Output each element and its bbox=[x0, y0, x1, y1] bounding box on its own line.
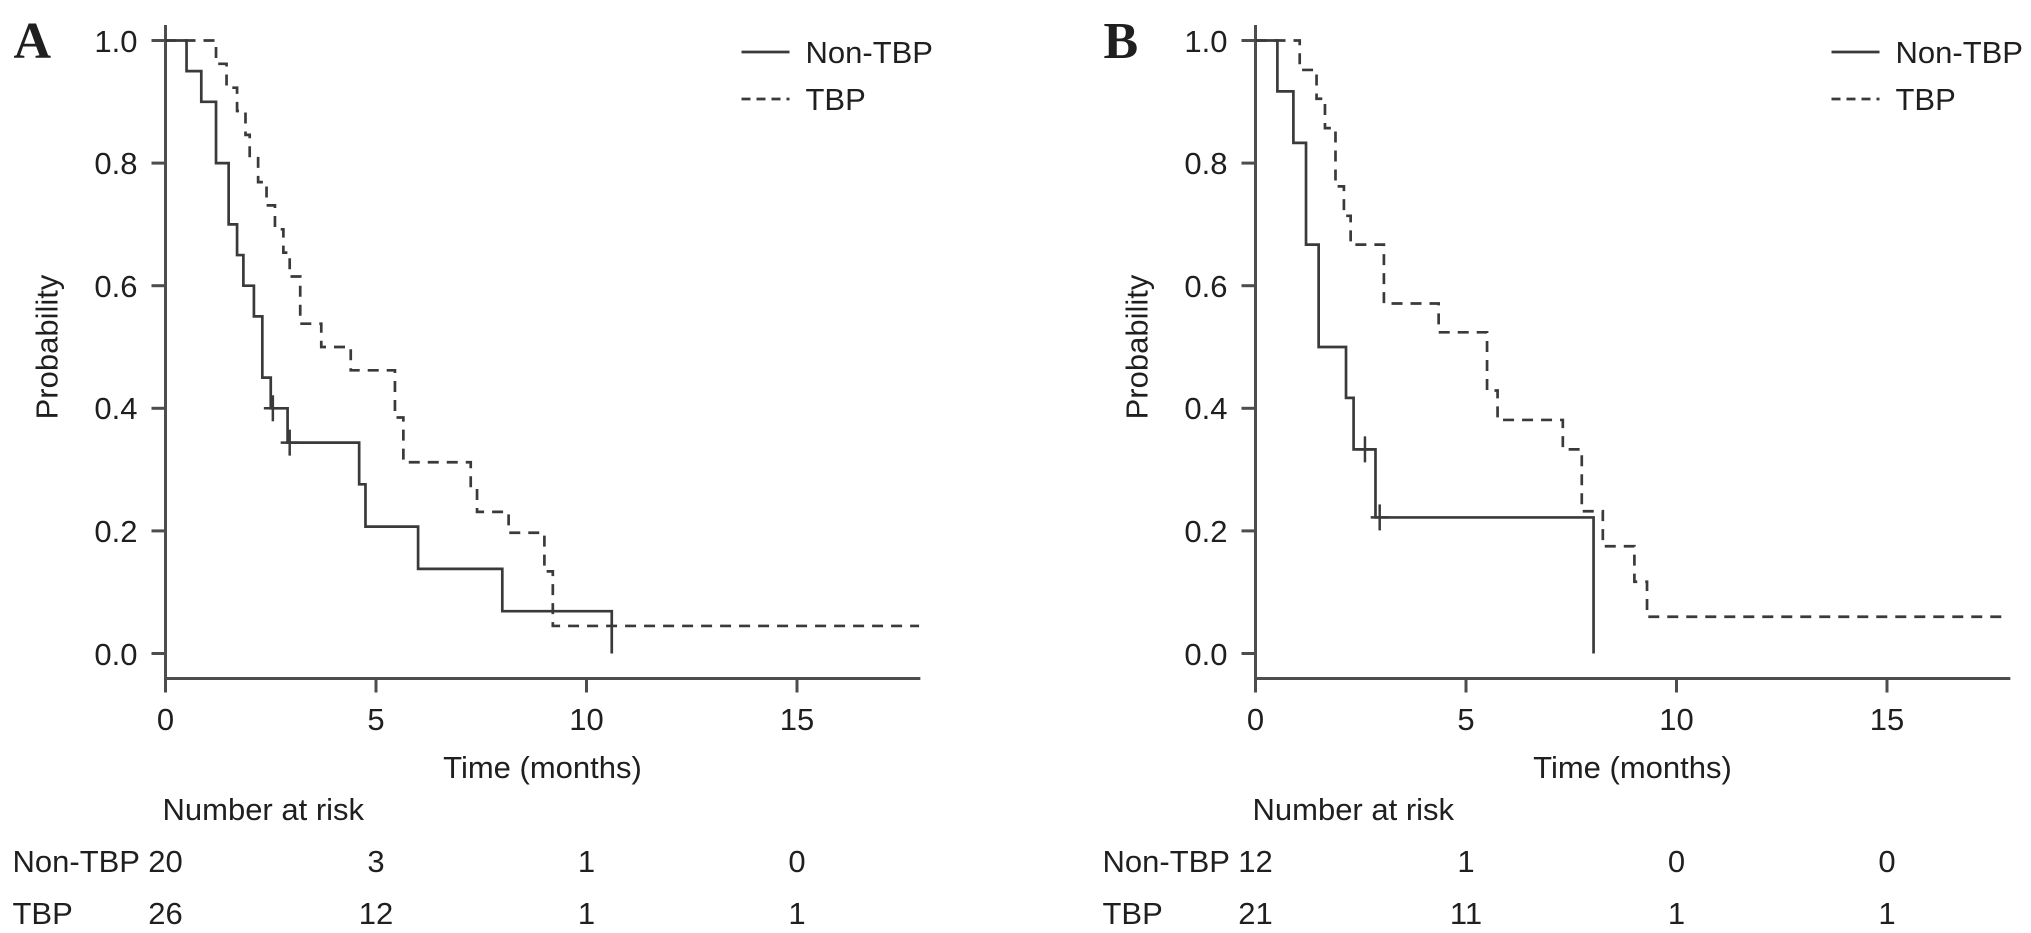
risk-row-label-tbp: TBP bbox=[1102, 896, 1163, 931]
x-tick-label: 10 bbox=[1659, 702, 1694, 737]
legend-label-tbp: TBP bbox=[1895, 82, 1956, 117]
risk-value: 20 bbox=[148, 844, 183, 879]
risk-value: 26 bbox=[148, 896, 183, 931]
risk-value: 21 bbox=[1238, 896, 1273, 931]
y-tick-label: 0.8 bbox=[1184, 146, 1228, 182]
risk-value: 11 bbox=[1449, 896, 1483, 931]
y-axis-title: Probability bbox=[1119, 274, 1154, 420]
y-tick-label: 0.4 bbox=[1184, 391, 1228, 427]
risk-value: 0 bbox=[1878, 844, 1896, 879]
x-tick-label: 10 bbox=[569, 702, 604, 737]
y-tick-label: 0.4 bbox=[94, 391, 138, 427]
x-tick-label: 5 bbox=[367, 702, 385, 737]
risk-row-label-non-tbp: Non-TBP bbox=[1102, 844, 1230, 879]
legend-label-tbp: TBP bbox=[805, 82, 866, 117]
y-tick-label: 1.0 bbox=[94, 23, 138, 59]
km-curve-tbp bbox=[165, 39, 920, 628]
x-axis-title: Time (months) bbox=[443, 750, 642, 785]
risk-value: 0 bbox=[788, 844, 806, 879]
y-tick-label: 0.6 bbox=[94, 268, 138, 304]
x-tick-label: 5 bbox=[1457, 702, 1475, 737]
panel-letter: B bbox=[1103, 13, 1139, 70]
y-tick-label: 0.2 bbox=[1184, 513, 1228, 549]
y-tick-label: 0.6 bbox=[1184, 268, 1228, 304]
y-tick-label: 0.0 bbox=[1184, 636, 1228, 672]
risk-value: 1 bbox=[1667, 896, 1686, 931]
panel-letter: A bbox=[13, 13, 52, 70]
risk-table-title: Number at risk bbox=[162, 792, 365, 827]
risk-row-label-tbp: TBP bbox=[12, 896, 73, 931]
risk-value: 1 bbox=[577, 896, 596, 931]
risk-row-label-non-tbp: Non-TBP bbox=[12, 844, 140, 879]
y-tick-label: 0.0 bbox=[94, 636, 138, 672]
legend-label-non-tbp: Non-TBP bbox=[1895, 35, 2023, 70]
risk-value: 1 bbox=[1457, 844, 1475, 879]
risk-value: 12 bbox=[358, 896, 394, 931]
risk-value: 0 bbox=[1667, 844, 1686, 879]
risk-table-title: Number at risk bbox=[1252, 792, 1455, 827]
risk-value: 12 bbox=[1238, 844, 1273, 879]
risk-value: 1 bbox=[788, 896, 806, 931]
x-axis-title: Time (months) bbox=[1533, 750, 1732, 785]
y-tick-label: 0.8 bbox=[94, 146, 138, 182]
km-curve-non-tbp bbox=[1255, 39, 1595, 654]
y-tick-label: 1.0 bbox=[1184, 23, 1228, 59]
risk-value: 1 bbox=[577, 844, 596, 879]
risk-value: 1 bbox=[1878, 896, 1896, 931]
x-tick-label: 0 bbox=[156, 702, 175, 737]
x-tick-label: 15 bbox=[1869, 702, 1905, 737]
x-tick-label: 0 bbox=[1246, 702, 1265, 737]
legend-label-non-tbp: Non-TBP bbox=[805, 35, 933, 70]
km-curve-non-tbp bbox=[165, 39, 614, 654]
risk-value: 3 bbox=[367, 844, 385, 879]
y-axis-title: Probability bbox=[29, 274, 64, 420]
km-curve-tbp bbox=[1255, 39, 2010, 619]
y-tick-label: 0.2 bbox=[94, 513, 138, 549]
x-tick-label: 15 bbox=[779, 702, 815, 737]
